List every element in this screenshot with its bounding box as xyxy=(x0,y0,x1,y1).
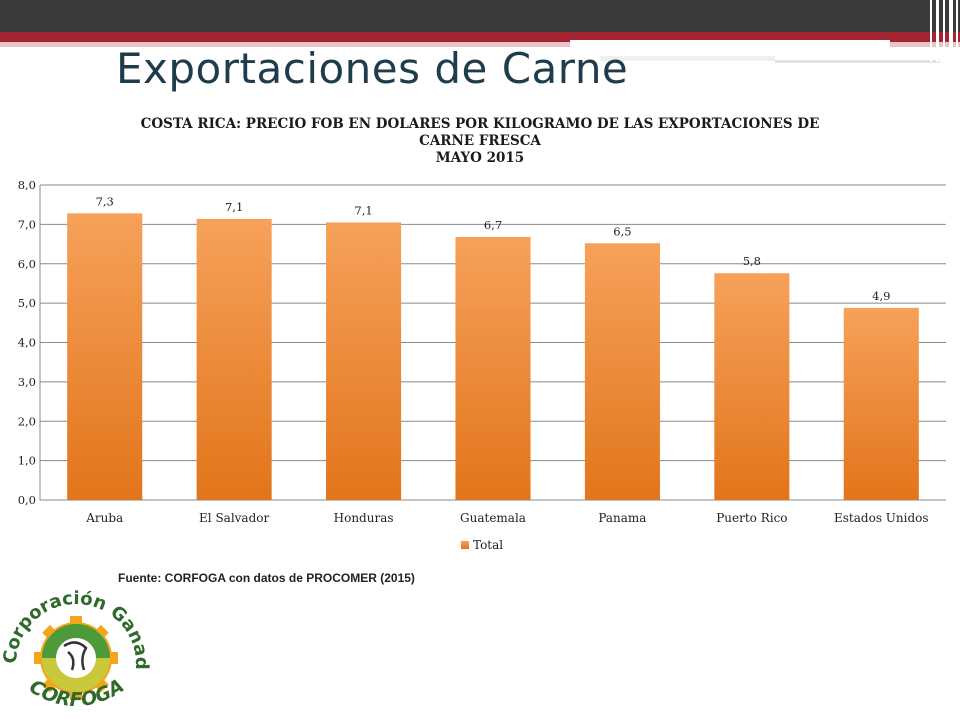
bar xyxy=(326,222,402,500)
data-label: 4,9 xyxy=(872,289,890,303)
bar xyxy=(714,273,790,500)
corfoga-logo: Corporación Ganadera CORFOGA xyxy=(0,572,150,711)
x-tick-label: El Salvador xyxy=(199,511,269,525)
top-red-stripe xyxy=(0,32,960,42)
y-tick-label: 4,0 xyxy=(18,336,36,350)
bar xyxy=(455,236,531,500)
decor-band xyxy=(600,56,775,61)
x-tick-label: Puerto Rico xyxy=(716,511,787,525)
data-label: 6,7 xyxy=(484,218,502,232)
slide-title: Exportaciones de Carne xyxy=(116,44,629,93)
y-tick-label: 8,0 xyxy=(18,178,36,192)
bar xyxy=(584,243,660,500)
y-tick-label: 7,0 xyxy=(18,217,36,231)
chart-title-line: COSTA RICA: PRECIO FOB EN DOLARES POR KI… xyxy=(140,116,820,132)
data-label: 7,1 xyxy=(354,203,372,217)
y-tick-label: 0,0 xyxy=(18,493,36,507)
x-tick-label: Honduras xyxy=(334,511,394,525)
top-pink-stripe xyxy=(0,42,960,47)
x-tick-label: Estados Unidos xyxy=(834,511,929,525)
chart-title-line: CARNE FRESCA xyxy=(419,133,541,149)
x-tick-label: Guatemala xyxy=(460,511,526,525)
y-tick-label: 2,0 xyxy=(18,414,36,428)
top-dark-bar xyxy=(0,0,960,32)
data-label: 7,1 xyxy=(225,200,243,214)
decor-vertical-stripes xyxy=(926,0,960,62)
x-tick-label: Aruba xyxy=(85,511,123,525)
source-note: Fuente: CORFOGA con datos de PROCOMER (2… xyxy=(118,571,415,585)
y-tick-label: 6,0 xyxy=(18,257,36,271)
data-label: 6,5 xyxy=(613,224,631,238)
y-tick-label: 1,0 xyxy=(18,454,36,468)
bar-chart: 0,0 1,0 2,0 3,0 4,0 5,0 6,0 7,0 8,0 7,3 7,1 7,1 6,7… xyxy=(18,178,946,552)
legend-swatch xyxy=(461,541,469,549)
y-tick-label: 3,0 xyxy=(18,375,36,389)
bar xyxy=(843,307,919,500)
x-tick-label: Panama xyxy=(598,511,646,525)
decor-band xyxy=(775,60,940,63)
chart-title-line: MAYO 2015 xyxy=(435,150,525,166)
decor-band xyxy=(570,40,890,52)
data-label: 5,8 xyxy=(743,254,761,268)
y-tick-label: 5,0 xyxy=(18,296,36,310)
legend-label: Total xyxy=(473,538,503,552)
chart-title: COSTA RICA: PRECIO FOB EN DOLARES POR KI… xyxy=(50,116,910,167)
bar xyxy=(196,218,272,501)
data-label: 7,3 xyxy=(96,194,114,208)
bar xyxy=(67,213,143,500)
